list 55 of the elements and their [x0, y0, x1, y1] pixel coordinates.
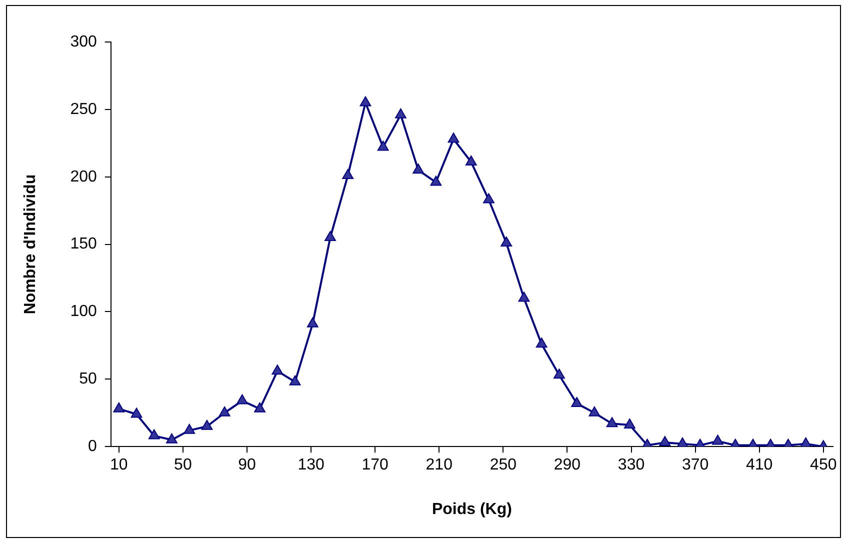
x-tick-label: 450	[810, 456, 837, 474]
point	[606, 417, 618, 428]
y-tick-label: 0	[88, 438, 97, 456]
point	[712, 434, 724, 445]
point	[324, 231, 336, 242]
x-tick-label: 290	[554, 456, 581, 474]
point	[395, 108, 406, 118]
point	[130, 408, 142, 418]
point	[430, 176, 442, 186]
point	[113, 402, 125, 412]
point	[536, 338, 548, 348]
y-axis-title: Nombre d'Individu	[22, 174, 40, 314]
point	[306, 317, 318, 328]
point	[148, 429, 160, 440]
point	[483, 193, 494, 204]
y-tick-label: 50	[79, 370, 97, 388]
point	[518, 292, 530, 302]
y-tick-label: 200	[70, 168, 97, 186]
point	[448, 132, 460, 143]
x-tick-label: 130	[298, 456, 324, 474]
point	[800, 437, 812, 447]
x-tick-label: 330	[618, 456, 645, 474]
point	[342, 169, 354, 180]
point	[272, 364, 284, 375]
point	[412, 164, 424, 174]
x-tick-label: 10	[110, 456, 128, 474]
x-tick-label: 90	[238, 456, 256, 474]
x-tick-label: 370	[682, 456, 709, 474]
x-tick-label: 210	[426, 456, 453, 474]
point	[465, 156, 477, 166]
point	[500, 236, 512, 246]
y-tick-label: 250	[70, 100, 97, 118]
x-tick-label: 250	[490, 456, 517, 474]
x-axis-title: Poids (Kg)	[432, 500, 512, 518]
point	[289, 375, 301, 386]
y-tick-label: 100	[70, 303, 97, 320]
point	[184, 424, 196, 434]
x-tick-label: 170	[362, 456, 389, 474]
point	[360, 96, 372, 106]
point	[218, 406, 230, 416]
y-tick-label: 300	[70, 33, 97, 50]
point	[676, 437, 688, 447]
point	[201, 420, 213, 430]
point	[588, 406, 600, 416]
x-tick-label: 410	[746, 456, 773, 474]
point	[659, 436, 671, 446]
point	[166, 433, 178, 444]
x-tick-label: 50	[174, 456, 192, 474]
point	[236, 394, 248, 404]
point	[254, 402, 266, 412]
point	[571, 396, 583, 407]
point	[377, 140, 389, 151]
point	[624, 418, 636, 429]
point	[554, 368, 565, 379]
y-tick-label: 150	[70, 236, 97, 253]
